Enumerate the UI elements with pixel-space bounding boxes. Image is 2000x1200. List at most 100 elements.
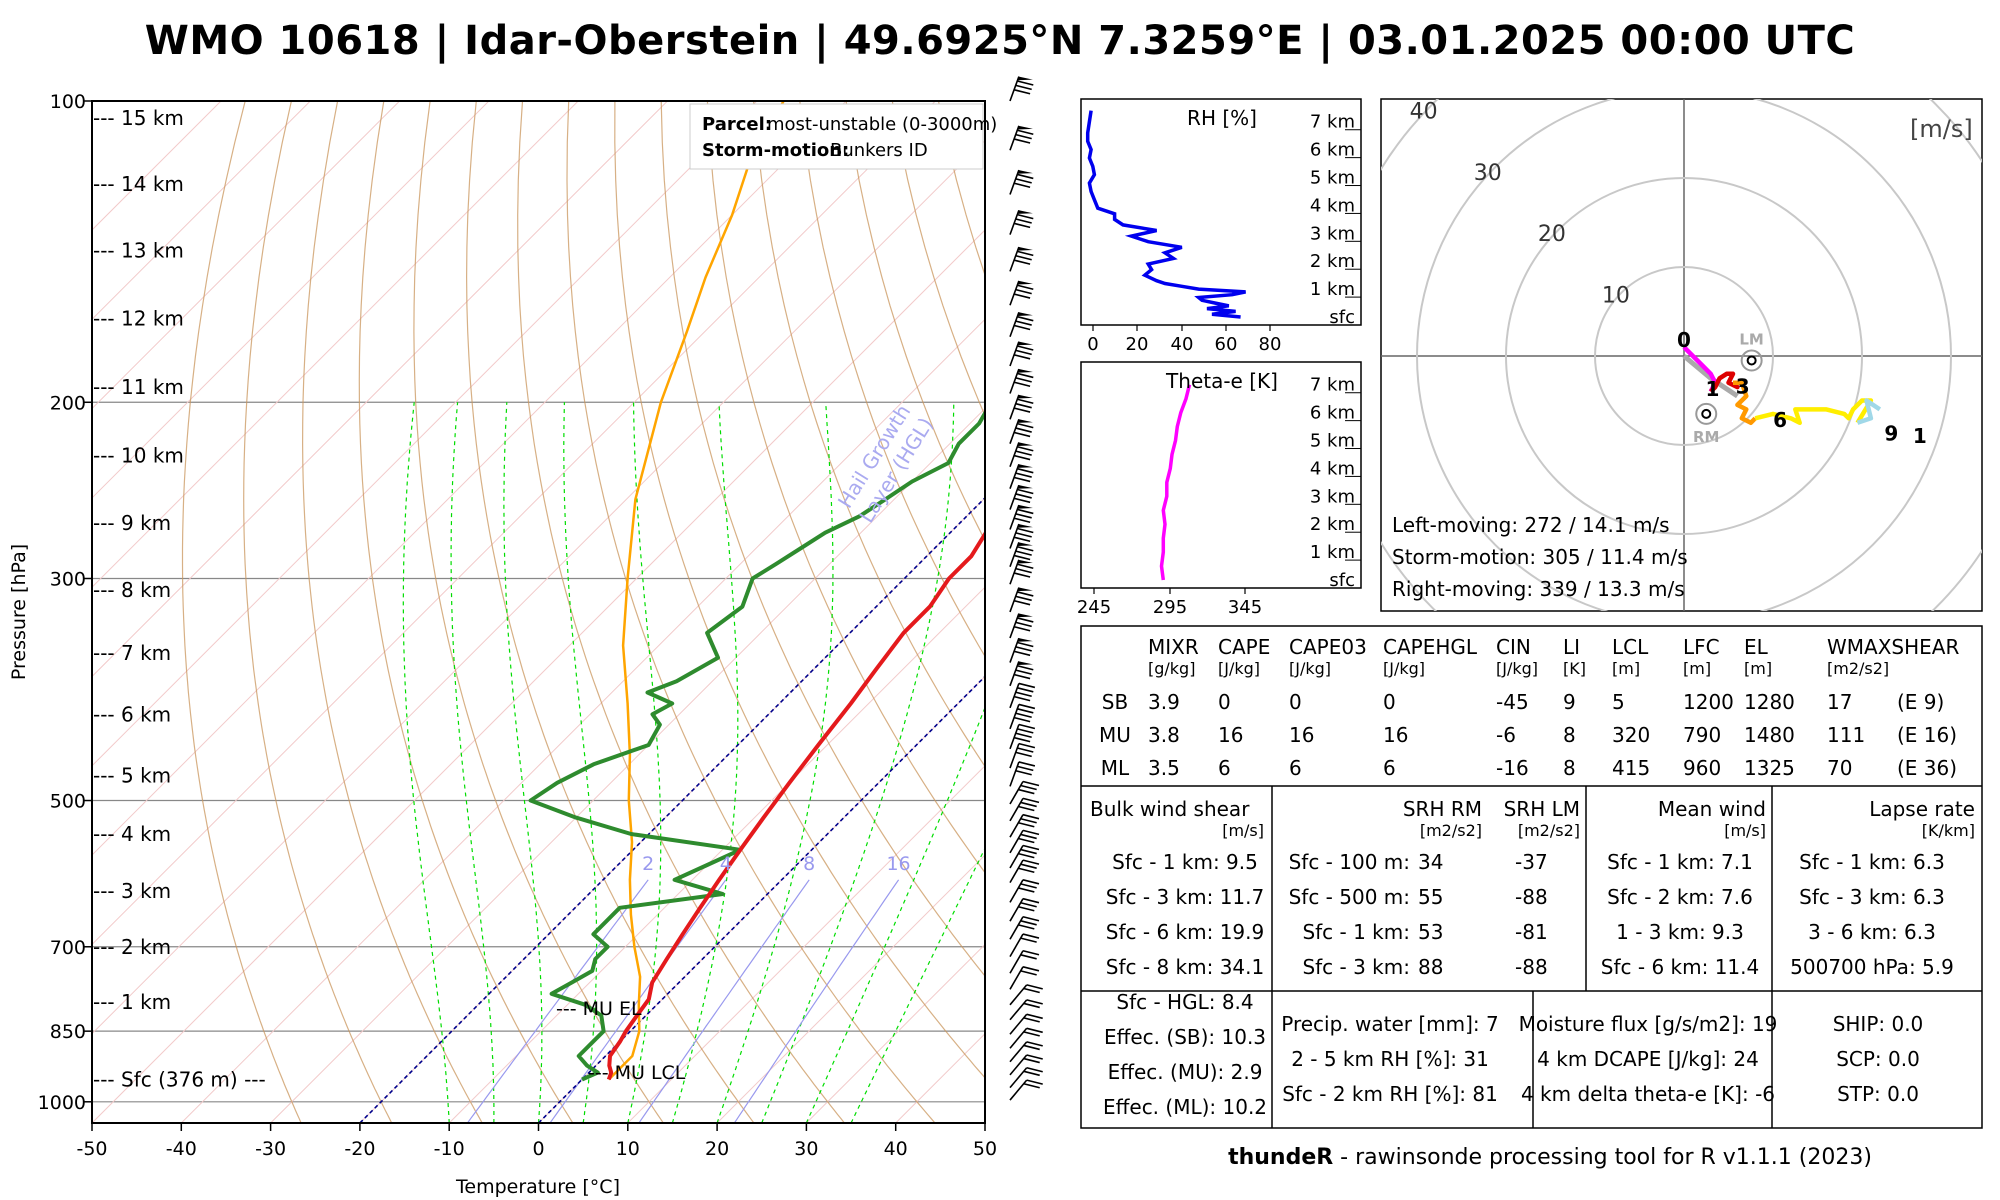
mixing-ratio-line [733,879,900,1123]
isotherm [92,101,936,946]
table-unit: [J/kg] [1218,659,1260,678]
barb-feather [1017,372,1034,379]
moist-adiabat [503,402,543,1123]
wind-barb [1009,1027,1043,1049]
moist-adiabat [627,402,662,1123]
wind-barb [1009,559,1034,585]
barb-feather [1013,572,1031,578]
footer: thundeR - rawinsonde processing tool for… [1090,1145,2000,1170]
table-header: LFC [1683,635,1720,659]
barb-feather [1023,1070,1040,1077]
barb-flag [1017,661,1033,666]
x-tick-label: 40 [1171,334,1194,355]
barb-feather [1015,133,1032,140]
wind-barb [1009,1054,1043,1076]
x-tick-label: 345 [1228,597,1262,618]
srh-lm-value: -81 [1515,920,1548,944]
wind-barb [1009,723,1036,750]
moist-adiabat [563,402,598,1123]
table-header: CAPE [1218,635,1270,659]
srh-lm-unit: [m2/s2] [1518,821,1580,840]
table-header: CAPE03 [1289,635,1367,659]
rh-title: RH [%] [1187,106,1257,130]
barb-feather [1015,472,1032,478]
hodo-ring-label: 40 [1410,99,1438,124]
barb-flag [1017,542,1033,546]
wind-barb [1009,1079,1043,1101]
srh-rm-value: 53 [1418,920,1443,944]
table-header: EL [1744,635,1769,659]
barb-feather [1013,650,1031,657]
table-unit: [m] [1683,659,1711,678]
barb-feather [1026,1054,1043,1060]
barb-feather [1018,867,1035,874]
wind-barb [1009,966,1040,990]
barb-feather [1026,1066,1043,1073]
table-cell: (E 36) [1897,756,1957,780]
height-label: --- 10 km [93,443,184,467]
dry-adiabat [243,101,393,1123]
height-label: 1 km [1310,279,1355,300]
x-tick-label: 0 [532,1138,544,1160]
barb-feather [1022,949,1040,956]
barb-feather [1020,901,1037,908]
mean-wind-item: Sfc - 1 km: 7.1 [1607,850,1753,874]
wind-barb [1009,504,1034,530]
barb-feather [1015,513,1032,519]
barb-feather [1013,695,1031,702]
table-row-label: MU [1099,723,1131,747]
barb-feather [1017,708,1034,714]
height-label: --- 11 km [93,375,184,399]
x-tick-label: 10 [616,1138,640,1160]
barb-feather [1017,80,1034,86]
height-label: --- 9 km [93,511,171,535]
isotherm [92,229,985,1123]
barb-flag [1017,170,1033,174]
y-tick-label: 1000 [38,1092,86,1114]
barb-feather [1017,345,1034,351]
barb-feather [1017,728,1034,734]
height-label: 7 km [1310,375,1355,396]
table-cell: (E 9) [1897,690,1944,714]
table-cell: 5 [1612,690,1625,714]
barb-feather [1015,691,1032,698]
dry-adiabat [517,101,845,1123]
parcel-legend: Parcel: most-unstable (0-3000m) Storm-mo… [689,103,997,170]
table-cell: 6 [1289,756,1302,780]
wind-barb [1009,280,1034,306]
barb-feather [1015,769,1032,776]
isotherm [180,318,985,1123]
barb-feather [1013,222,1031,229]
barb-flag [1017,125,1033,130]
barb-feather [1018,906,1035,912]
barb-feather [1026,1013,1043,1020]
mu-lcl-label: --- MU LCL [588,1062,686,1084]
srh-row-label: Sfc - 3 km: [1302,955,1410,979]
wind-barb [1009,813,1040,838]
mean-wind-unit: [m/s] [1724,821,1766,840]
table-header: CIN [1496,635,1531,659]
mixing-ratio-line [638,879,810,1123]
height-label: --- 7 km [93,641,171,665]
height-label: 4 km [1310,458,1355,479]
barb-feather [1017,284,1034,291]
moist-adiabat [716,402,834,1123]
barb-feather [1015,751,1032,758]
table-cell: 16 [1383,723,1408,747]
wind-barb [1009,829,1040,854]
y-tick-label: 300 [50,569,86,591]
lapse-unit: [K/km] [1922,821,1975,840]
lapse-item: 500700 hPa: 5.9 [1790,955,1954,979]
barb-feather [1017,765,1034,772]
hodo-ring-label: 30 [1474,161,1502,186]
barb-feather [1013,407,1031,413]
table-header: LCL [1612,635,1649,659]
x-tick-label: -30 [255,1138,286,1160]
y-tick-label: 200 [50,392,86,414]
srh-rm-value: 88 [1418,955,1443,979]
mean-wind-item: 1 - 3 km: 9.3 [1616,920,1744,944]
wind-barb [1009,637,1034,663]
height-label: --- 14 km [93,172,184,196]
barb-feather [1018,788,1035,795]
hgl-boundary-line [359,496,985,1123]
